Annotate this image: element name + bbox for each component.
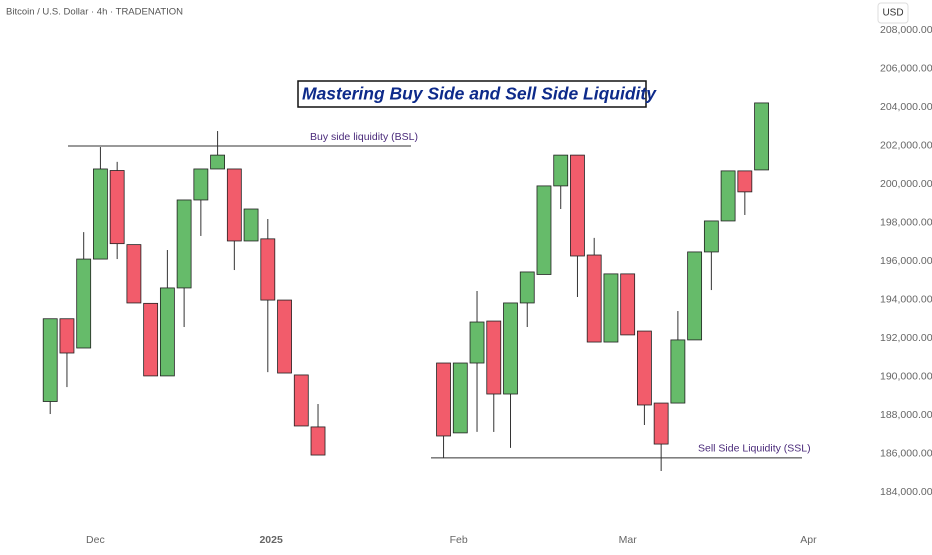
- candle-body: [277, 299, 292, 374]
- candle-body: [670, 339, 686, 404]
- candle-body: [226, 168, 242, 242]
- y-tick-label: 186,000.00: [880, 447, 932, 459]
- candle-body: [586, 254, 602, 343]
- candle-body: [93, 168, 108, 260]
- candle-body: [310, 426, 326, 456]
- y-tick-label: 206,000.00: [880, 62, 932, 74]
- currency-label[interactable]: USD: [882, 8, 903, 19]
- y-tick-label: 204,000.00: [880, 101, 932, 113]
- candle-body: [737, 170, 753, 193]
- y-tick-label: 188,000.00: [880, 409, 932, 421]
- candle-body: [486, 320, 502, 395]
- candle-body: [109, 170, 125, 245]
- candle-body: [176, 199, 192, 289]
- x-tick-label: Apr: [800, 534, 817, 546]
- y-tick-label: 202,000.00: [880, 139, 932, 151]
- candle-body: [754, 102, 769, 171]
- candle-body: [59, 318, 75, 354]
- x-tick-label: Mar: [619, 534, 638, 546]
- candle-body: [653, 402, 669, 445]
- candle-body: [452, 362, 468, 434]
- chart-title: Mastering Buy Side and Sell Side Liquidi…: [302, 84, 657, 104]
- candle-body: [603, 273, 619, 343]
- candle-body: [637, 330, 652, 406]
- x-tick-label: Feb: [450, 534, 468, 546]
- y-tick-label: 194,000.00: [880, 293, 932, 305]
- candle-body: [620, 273, 636, 336]
- liquidity-label: Buy side liquidity (BSL): [310, 131, 418, 143]
- candle-body: [519, 271, 535, 304]
- candle-body: [469, 321, 485, 364]
- y-tick-label: 184,000.00: [880, 486, 932, 498]
- candle-body: [436, 362, 451, 437]
- candle-body: [503, 302, 518, 395]
- candle-body: [553, 154, 569, 187]
- liquidity-label: Sell Side Liquidity (SSL): [698, 443, 811, 455]
- y-tick-label: 208,000.00: [880, 24, 932, 36]
- title-box: [297, 80, 647, 108]
- y-tick-label: 196,000.00: [880, 255, 932, 267]
- candle-body: [260, 238, 276, 301]
- candle-body: [210, 154, 225, 170]
- x-tick-label: Dec: [86, 534, 105, 546]
- candle-body: [293, 374, 309, 427]
- currency-box[interactable]: [877, 2, 909, 24]
- candle-body: [143, 302, 159, 377]
- chart-header: Bitcoin / U.S. Dollar · 4h · TRADENATION: [6, 7, 183, 18]
- candle-body: [720, 170, 736, 222]
- candle-body: [193, 168, 209, 201]
- y-tick-label: 198,000.00: [880, 216, 932, 228]
- candle-body: [126, 244, 142, 304]
- candle-body: [687, 251, 703, 341]
- candle-body: [42, 318, 58, 402]
- candle-body: [703, 220, 719, 253]
- y-tick-label: 190,000.00: [880, 370, 932, 382]
- y-tick-label: 200,000.00: [880, 178, 932, 190]
- candle-body: [536, 185, 552, 275]
- x-tick-label: 2025: [259, 534, 283, 546]
- candle-body: [570, 154, 585, 257]
- y-tick-label: 192,000.00: [880, 332, 932, 344]
- candle-body: [159, 287, 175, 377]
- candle-body: [76, 258, 92, 349]
- candle-body: [243, 208, 259, 242]
